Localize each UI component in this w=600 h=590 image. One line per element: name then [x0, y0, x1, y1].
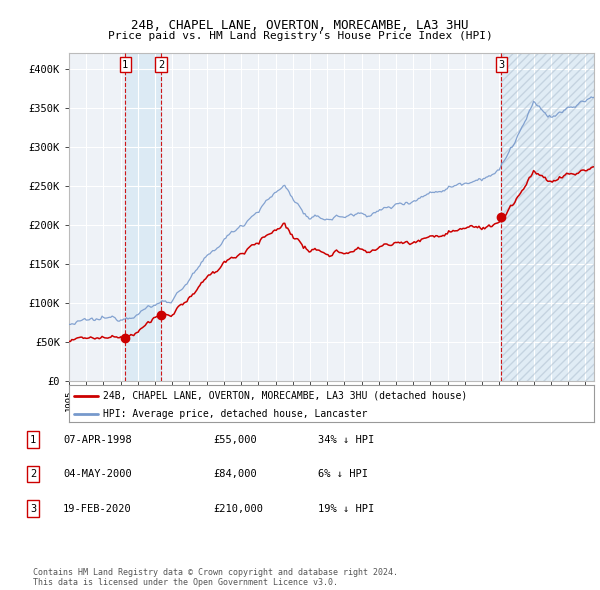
Text: Price paid vs. HM Land Registry's House Price Index (HPI): Price paid vs. HM Land Registry's House …	[107, 31, 493, 41]
Text: £84,000: £84,000	[213, 469, 257, 478]
Text: 34% ↓ HPI: 34% ↓ HPI	[318, 435, 374, 444]
Text: £55,000: £55,000	[213, 435, 257, 444]
Text: 1: 1	[122, 60, 128, 70]
Text: £210,000: £210,000	[213, 504, 263, 513]
Text: 19-FEB-2020: 19-FEB-2020	[63, 504, 132, 513]
Text: Contains HM Land Registry data © Crown copyright and database right 2024.
This d: Contains HM Land Registry data © Crown c…	[33, 568, 398, 587]
Text: HPI: Average price, detached house, Lancaster: HPI: Average price, detached house, Lanc…	[103, 409, 367, 419]
Text: 24B, CHAPEL LANE, OVERTON, MORECAMBE, LA3 3HU (detached house): 24B, CHAPEL LANE, OVERTON, MORECAMBE, LA…	[103, 391, 467, 401]
Text: 3: 3	[498, 60, 505, 70]
Text: 2: 2	[158, 60, 164, 70]
Bar	[125, 53, 161, 381]
Text: 6% ↓ HPI: 6% ↓ HPI	[318, 469, 368, 478]
Text: 04-MAY-2000: 04-MAY-2000	[63, 469, 132, 478]
Bar	[502, 53, 594, 381]
Bar	[502, 53, 594, 381]
Text: 19% ↓ HPI: 19% ↓ HPI	[318, 504, 374, 513]
Text: 2: 2	[30, 469, 36, 478]
Text: 3: 3	[30, 504, 36, 513]
Text: 1: 1	[30, 435, 36, 444]
Text: 24B, CHAPEL LANE, OVERTON, MORECAMBE, LA3 3HU: 24B, CHAPEL LANE, OVERTON, MORECAMBE, LA…	[131, 19, 469, 32]
Text: 07-APR-1998: 07-APR-1998	[63, 435, 132, 444]
